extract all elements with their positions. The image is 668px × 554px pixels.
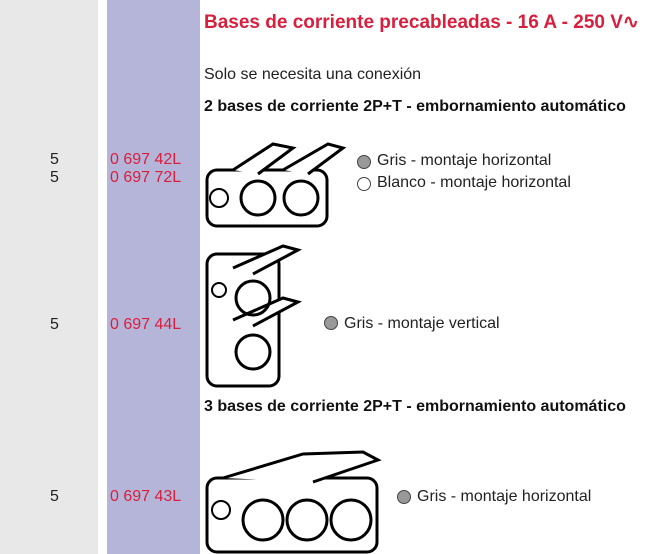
ref: 0 697 42L xyxy=(110,151,182,168)
qty: 5 xyxy=(50,169,59,186)
qty: 5 xyxy=(50,151,59,168)
section-heading: 2 bases de corriente 2P+T - embornamient… xyxy=(204,98,626,115)
description: Gris - montaje horizontal xyxy=(377,152,552,169)
description: Gris - montaje horizontal xyxy=(417,488,592,505)
color-dot xyxy=(357,155,371,169)
section-heading: 3 bases de corriente 2P+T - embornamient… xyxy=(204,398,626,415)
description: Gris - montaje vertical xyxy=(344,315,500,332)
qty: 5 xyxy=(50,316,59,333)
color-dot xyxy=(357,177,371,191)
color-dot xyxy=(324,316,338,330)
title: Bases de corriente precableadas - 16 A -… xyxy=(204,12,639,33)
ref: 0 697 43L xyxy=(110,488,182,505)
socket-image xyxy=(205,142,347,228)
socket-image xyxy=(205,244,303,388)
ref: 0 697 44L xyxy=(110,316,182,333)
color-dot xyxy=(397,490,411,504)
socket-image xyxy=(205,450,382,554)
description: Blanco - montaje horizontal xyxy=(377,174,571,191)
ref-column xyxy=(107,0,200,554)
ref: 0 697 72L xyxy=(110,169,182,186)
qty-column xyxy=(0,0,98,554)
qty: 5 xyxy=(50,488,59,505)
subtitle: Solo se necesita una conexión xyxy=(204,66,422,83)
